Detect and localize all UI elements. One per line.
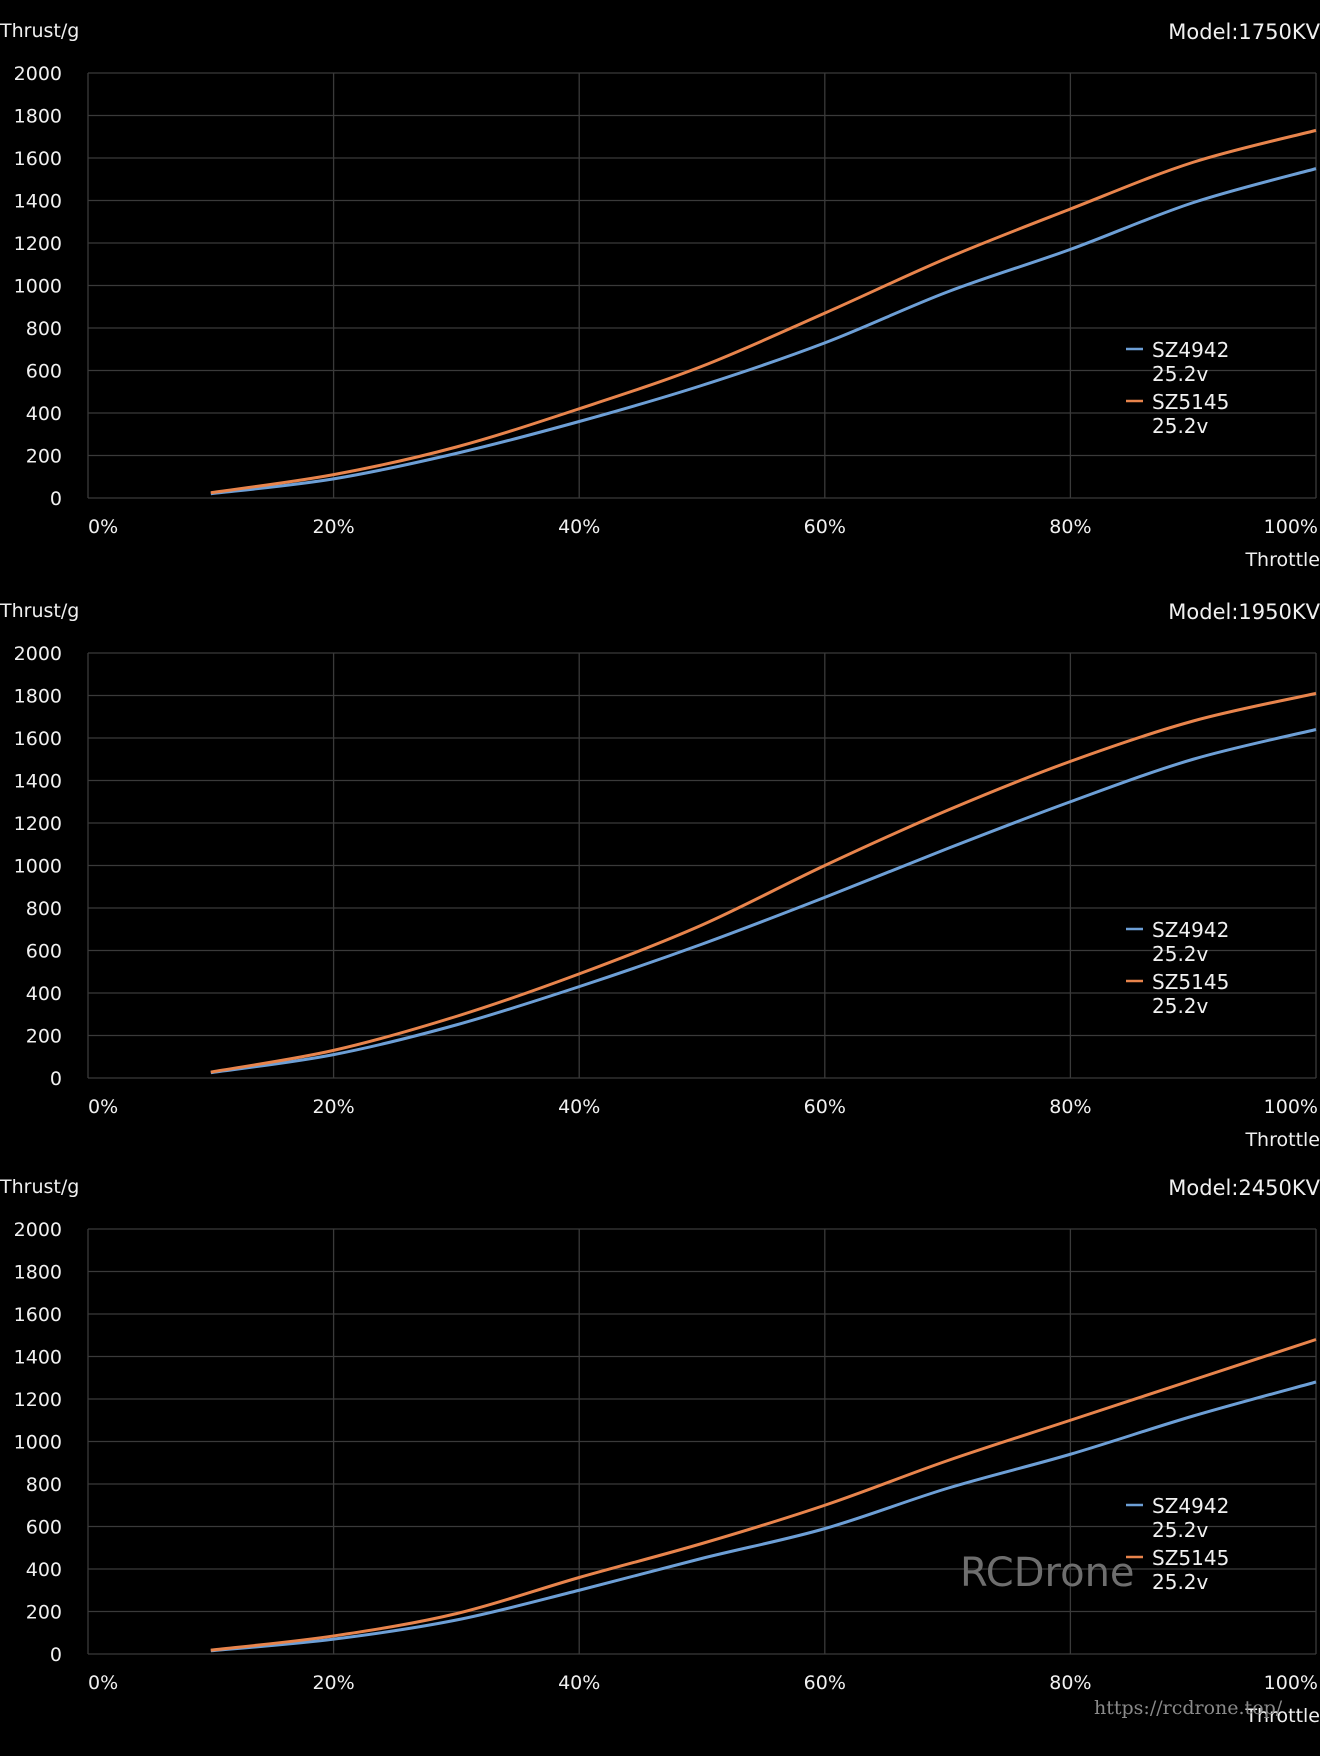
y-tick-label: 400 bbox=[26, 983, 62, 1005]
y-tick-label: 1600 bbox=[14, 728, 62, 750]
y-tick-label: 600 bbox=[26, 941, 62, 963]
y-tick-label: 1400 bbox=[14, 771, 62, 793]
y-tick-label: 200 bbox=[26, 446, 62, 468]
x-tick-label: 0% bbox=[88, 1096, 118, 1118]
y-tick-label: 0 bbox=[50, 1068, 62, 1090]
x-tick-label: 100% bbox=[1264, 516, 1318, 538]
legend-label: 25.2v bbox=[1152, 994, 1209, 1018]
x-tick-label: 40% bbox=[558, 1096, 600, 1118]
series-line-sz4942 bbox=[210, 728, 1317, 1075]
legend-label: SZ4942 bbox=[1152, 338, 1229, 362]
y-tick-label: 1000 bbox=[14, 856, 62, 878]
legend-label: SZ5145 bbox=[1152, 390, 1229, 414]
y-tick-label: 1200 bbox=[14, 233, 62, 255]
legend-label: SZ5145 bbox=[1152, 970, 1229, 994]
y-tick-label: 1000 bbox=[14, 276, 62, 298]
x-tick-label: 80% bbox=[1049, 1096, 1091, 1118]
legend-label: 25.2v bbox=[1152, 414, 1209, 438]
x-tick-label: 20% bbox=[312, 1672, 354, 1694]
y-tick-label: 600 bbox=[26, 1517, 62, 1539]
y-tick-label: 400 bbox=[26, 1559, 62, 1581]
series-line-sz4942 bbox=[210, 1380, 1317, 1653]
series-line-sz5145 bbox=[210, 1338, 1317, 1652]
x-tick-label: 40% bbox=[558, 1672, 600, 1694]
series-line-sz5145 bbox=[210, 128, 1317, 495]
x-tick-label: 80% bbox=[1049, 1672, 1091, 1694]
legend-label: SZ5145 bbox=[1152, 1546, 1229, 1570]
y-tick-label: 1800 bbox=[14, 1262, 62, 1284]
x-tick-label: 60% bbox=[804, 516, 846, 538]
legend-label: 25.2v bbox=[1152, 1570, 1209, 1594]
y-tick-label: 1600 bbox=[14, 1304, 62, 1326]
y-tick-label: 800 bbox=[26, 898, 62, 920]
y-tick-label: 0 bbox=[50, 488, 62, 510]
x-axis-title: Throttle bbox=[1245, 1705, 1320, 1727]
chart-title: Model:1950KV bbox=[1168, 600, 1320, 624]
y-tick-label: 2000 bbox=[14, 63, 62, 85]
thrust-chart-3: 0 200 400 600 800 1000 1200 1400 1600 1800 2000 0% 2… bbox=[0, 1156, 1320, 1736]
y-tick-label: 1800 bbox=[14, 106, 62, 128]
y-axis-title: Thrust/g bbox=[0, 1176, 80, 1198]
thrust-chart-2: 0 200 400 600 800 1000 1200 1400 1600 1800 2000 0% 2… bbox=[0, 580, 1320, 1160]
plot-area: 0 200 400 600 800 1000 1200 1400 1600 1800 2000 0% 2… bbox=[14, 63, 1318, 538]
legend-label: 25.2v bbox=[1152, 942, 1209, 966]
plot-area: 0 200 400 600 800 1000 1200 1400 1600 1800 2000 0% 2… bbox=[14, 1219, 1318, 1694]
x-tick-label: 60% bbox=[804, 1096, 846, 1118]
x-tick-label: 0% bbox=[88, 516, 118, 538]
source-url: https://rcdrone.top/ bbox=[1094, 1697, 1283, 1719]
chart-title: Model:2450KV bbox=[1168, 1176, 1320, 1200]
legend-label: 25.2v bbox=[1152, 1518, 1209, 1542]
y-tick-label: 600 bbox=[26, 361, 62, 383]
x-axis-title: Throttle bbox=[1245, 1129, 1320, 1151]
x-tick-label: 40% bbox=[558, 516, 600, 538]
y-tick-label: 2000 bbox=[14, 1219, 62, 1241]
y-tick-label: 200 bbox=[26, 1026, 62, 1048]
watermark: RCDrone bbox=[960, 1550, 1135, 1596]
x-tick-label: 80% bbox=[1049, 516, 1091, 538]
legend-label: SZ4942 bbox=[1152, 1494, 1229, 1518]
x-tick-label: 100% bbox=[1264, 1096, 1318, 1118]
y-tick-label: 1600 bbox=[14, 148, 62, 170]
thrust-chart-1: 0 200 400 600 800 1000 1200 1400 1600 1800 2000 0% 2… bbox=[0, 0, 1320, 580]
y-tick-label: 1800 bbox=[14, 686, 62, 708]
y-tick-label: 1000 bbox=[14, 1432, 62, 1454]
x-tick-label: 20% bbox=[312, 516, 354, 538]
series-line-sz5145 bbox=[210, 691, 1317, 1074]
legend-label: SZ4942 bbox=[1152, 918, 1229, 942]
y-tick-label: 2000 bbox=[14, 643, 62, 665]
y-tick-label: 800 bbox=[26, 1474, 62, 1496]
y-tick-label: 1200 bbox=[14, 1389, 62, 1411]
chart-title: Model:1750KV bbox=[1168, 20, 1320, 44]
y-axis-title: Thrust/g bbox=[0, 600, 80, 622]
y-tick-label: 400 bbox=[26, 403, 62, 425]
y-axis-title: Thrust/g bbox=[0, 20, 80, 42]
y-tick-label: 1400 bbox=[14, 191, 62, 213]
x-tick-label: 60% bbox=[804, 1672, 846, 1694]
legend-label: 25.2v bbox=[1152, 362, 1209, 386]
x-tick-label: 20% bbox=[312, 1096, 354, 1118]
x-axis-title: Throttle bbox=[1245, 549, 1320, 571]
y-tick-label: 200 bbox=[26, 1602, 62, 1624]
x-tick-label: 0% bbox=[88, 1672, 118, 1694]
y-tick-label: 0 bbox=[50, 1644, 62, 1666]
plot-area: 0 200 400 600 800 1000 1200 1400 1600 1800 2000 0% 2… bbox=[14, 643, 1318, 1118]
series-line-sz4942 bbox=[210, 167, 1317, 496]
y-tick-label: 1400 bbox=[14, 1347, 62, 1369]
y-tick-label: 1200 bbox=[14, 813, 62, 835]
x-tick-label: 100% bbox=[1264, 1672, 1318, 1694]
y-tick-label: 800 bbox=[26, 318, 62, 340]
